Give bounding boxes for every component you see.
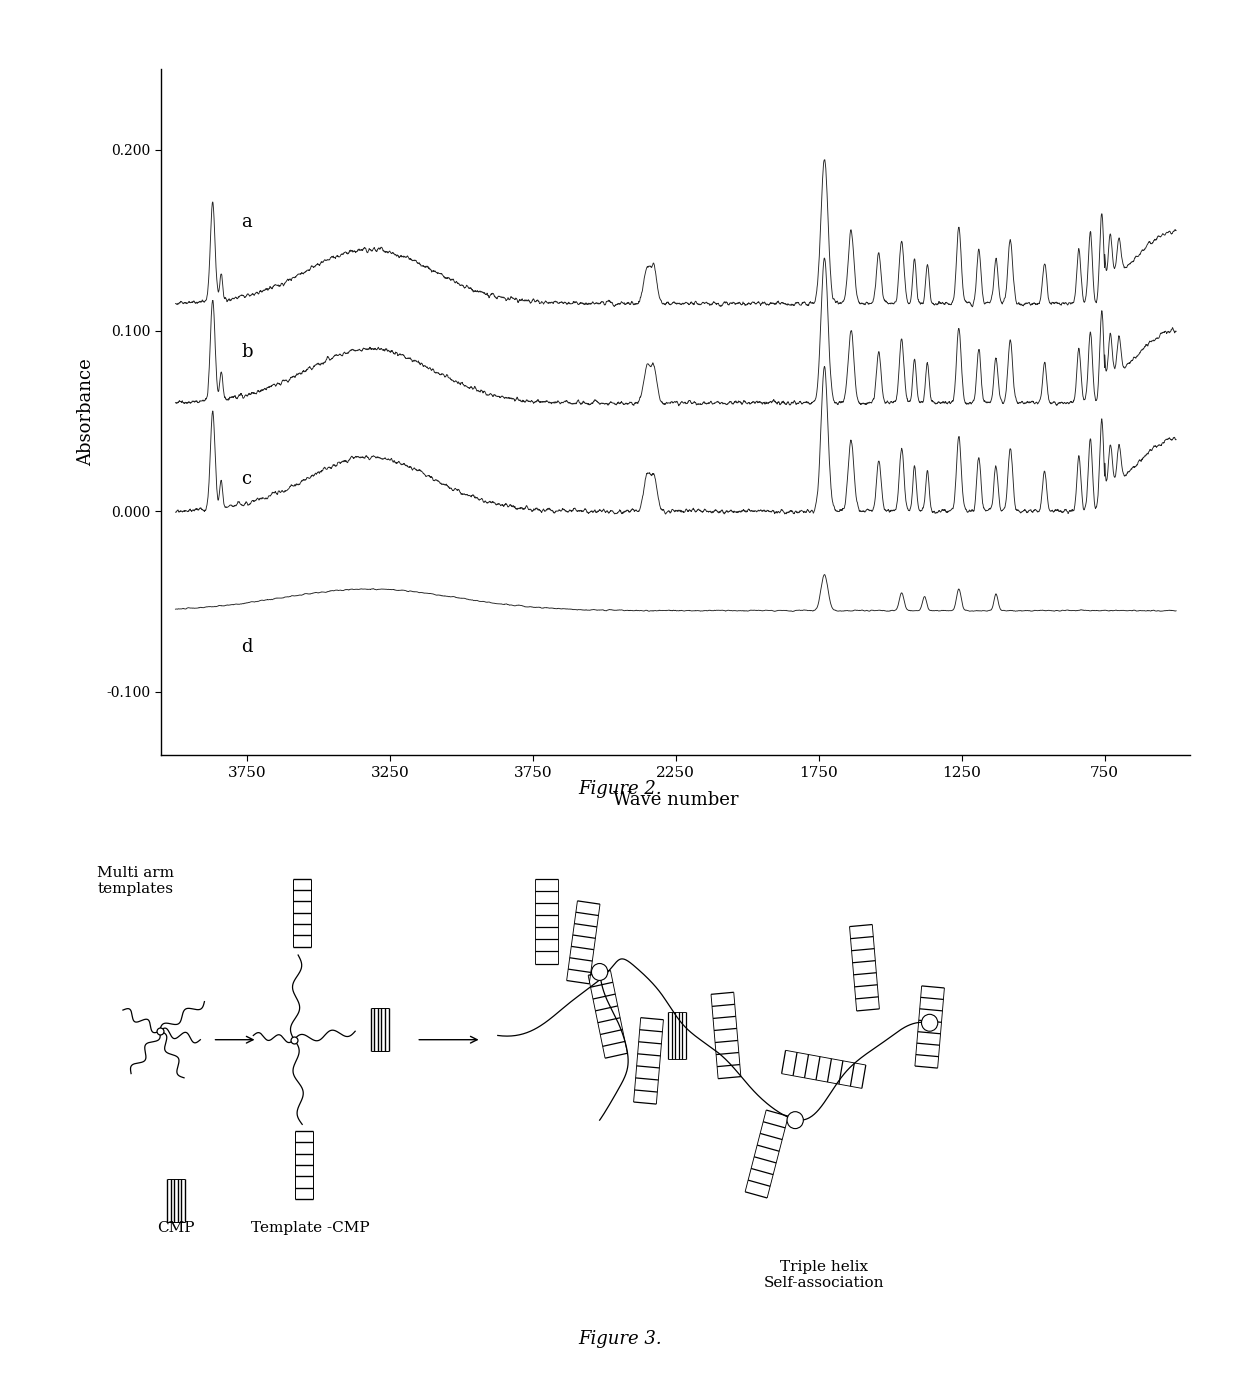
Text: a: a bbox=[242, 213, 252, 231]
Text: CMP: CMP bbox=[157, 1221, 195, 1234]
Text: Figure 3.: Figure 3. bbox=[578, 1329, 662, 1348]
Text: Figure 2.: Figure 2. bbox=[578, 780, 662, 799]
Text: b: b bbox=[242, 343, 253, 361]
Circle shape bbox=[591, 964, 608, 980]
X-axis label: Wave number: Wave number bbox=[613, 791, 739, 809]
Circle shape bbox=[787, 1112, 804, 1129]
Circle shape bbox=[921, 1015, 937, 1031]
Text: c: c bbox=[242, 470, 252, 487]
Text: Multi arm
templates: Multi arm templates bbox=[97, 866, 174, 897]
Text: Triple helix
Self-association: Triple helix Self-association bbox=[764, 1260, 884, 1291]
Text: d: d bbox=[242, 637, 253, 656]
Text: Template -CMP: Template -CMP bbox=[250, 1221, 370, 1234]
Y-axis label: Absorbance: Absorbance bbox=[78, 358, 95, 465]
